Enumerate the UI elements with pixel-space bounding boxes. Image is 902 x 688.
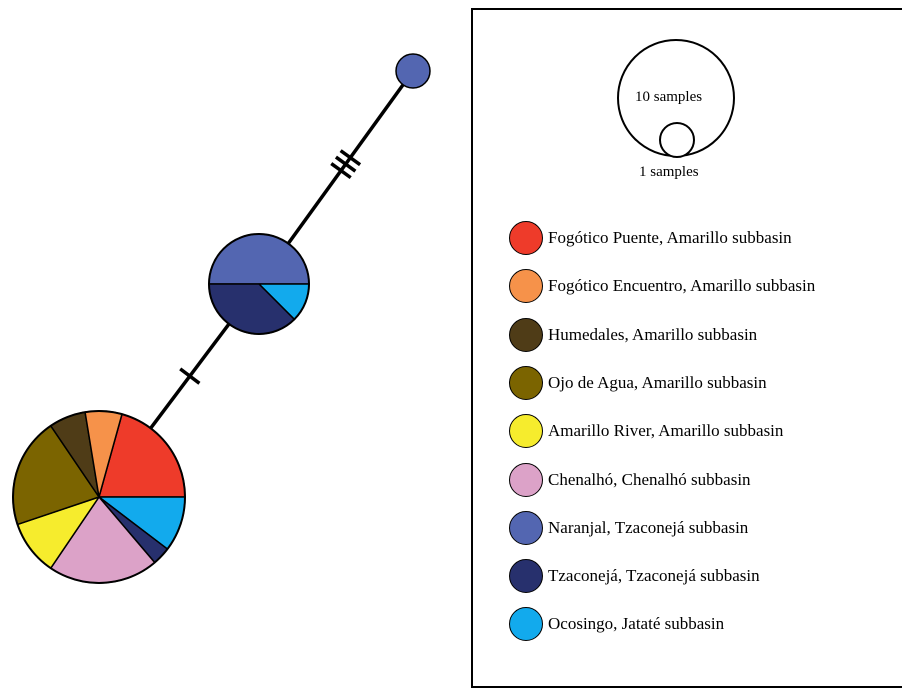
legend-item-amarillo-river: Amarillo River, Amarillo subbasin (509, 412, 783, 450)
legend-swatch (509, 510, 543, 545)
legend-label: Naranjal, Tzaconejá subbasin (548, 517, 749, 537)
legend-label: Fogótico Puente, Amarillo subbasin (548, 228, 792, 247)
legend-label: Ocosingo, Jataté subbasin (548, 614, 725, 634)
haplotype-network (12, 53, 431, 584)
legend-panel: 10 samples 1 samples Fogótico Puente, Am… (471, 8, 902, 688)
legend-swatch (509, 365, 543, 400)
haplotype-top (395, 53, 431, 89)
sample-size-key (617, 39, 735, 158)
pie-outline (12, 410, 186, 584)
size-key-small-circle (659, 122, 695, 158)
legend-label: Humedales, Amarillo subbasin (548, 324, 758, 344)
pie-outline (208, 233, 310, 335)
legend-label: Ojo de Agua, Amarillo subbasin (548, 372, 767, 392)
mutation-tick (339, 149, 362, 167)
mutation-tick (179, 367, 201, 385)
size-key-small-label: 1 samples (639, 164, 699, 180)
legend-swatch (509, 462, 543, 497)
legend-swatch (509, 607, 543, 642)
legend-label: Fogótico Encuentro, Amarillo subbasin (548, 276, 816, 296)
mutation-tick (334, 155, 357, 173)
size-key-large-label: 10 samples (635, 89, 703, 105)
legend-label: Amarillo River, Amarillo subbasin (548, 421, 784, 441)
haplotype-middle (208, 233, 310, 335)
legend-swatch (509, 317, 543, 352)
legend-swatch (509, 559, 543, 594)
legend-label: Chenalhó, Chenalhó subbasin (548, 469, 751, 489)
legend-label: Tzaconejá, Tzaconejá subbasin (548, 566, 760, 586)
legend-item-tzaconeja: Tzaconejá, Tzaconejá subbasin (509, 557, 760, 595)
haplotype-bottom (12, 410, 186, 584)
legend-item-ojo-de-agua: Ojo de Agua, Amarillo subbasin (509, 364, 767, 402)
legend-swatch (509, 269, 543, 304)
legend-item-naranjal: Naranjal, Tzaconejá subbasin (509, 509, 748, 547)
legend-item-fogotico-encuentro: Fogótico Encuentro, Amarillo subbasin (509, 267, 815, 305)
legend-item-chenalho: Chenalhó, Chenalhó subbasin (509, 461, 751, 499)
legend-swatch (509, 414, 543, 449)
legend-item-fogotico-puente: Fogótico Puente, Amarillo subbasin (509, 219, 792, 257)
legend-item-ocosingo: Ocosingo, Jataté subbasin (509, 605, 724, 643)
pie-slice-naranjal (208, 233, 310, 285)
legend-swatch (509, 221, 543, 255)
pie-slice-naranjal (395, 53, 431, 89)
mutation-tick (330, 162, 352, 180)
legend-item-humedales: Humedales, Amarillo subbasin (509, 316, 757, 354)
